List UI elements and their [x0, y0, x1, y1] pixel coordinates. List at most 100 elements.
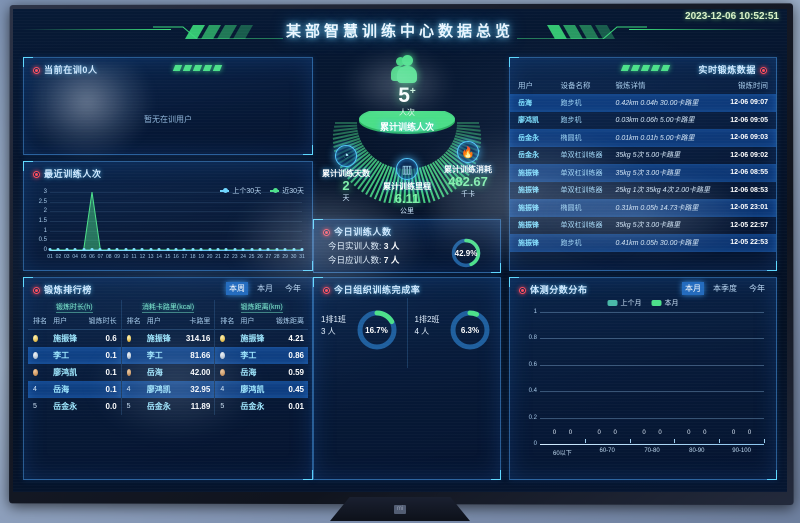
detail-cell: 0.42km 0.04h 30.00卡路里 — [615, 99, 699, 107]
medal-icon — [220, 352, 226, 359]
table-row[interactable]: 5 岳金永 0.01 — [215, 398, 308, 415]
user-cell: 岳海 — [518, 99, 532, 107]
column-header-user: 用户 — [518, 81, 533, 90]
ranking-tab-本周[interactable]: 本周 — [226, 282, 248, 295]
table-row[interactable]: 岳金永 椭圆机 0.01km 0.01h 5.00卡路里 12-06 09:03 — [510, 129, 776, 147]
medal-icon — [220, 335, 226, 342]
user-cell: 廖鸿凯 — [53, 368, 78, 377]
x-tick-marker — [65, 248, 69, 251]
stat-value: 482.67 — [448, 174, 488, 189]
y-tick-label: 1 — [43, 227, 47, 234]
y-tick-label: 2.5 — [38, 198, 47, 205]
medal-icon — [126, 352, 132, 359]
realtime-table-header: 用户 设备名称 锻炼详情 锻炼时间 — [510, 77, 776, 94]
score-tab-今年[interactable]: 今年 — [749, 284, 765, 293]
x-tick-label: 14 — [156, 254, 162, 260]
stat-label: 累计训练天数 — [322, 169, 370, 178]
table-row[interactable]: 施振锋 0.6 — [28, 330, 121, 347]
ranking-column-1: 消耗卡路里(kcal) 排名 用户 卡路里 施振锋 314.16 李工 81.66 岳海 42.0… — [120, 300, 215, 415]
rank-cell: 5 — [220, 403, 225, 410]
x-tick-marker — [224, 248, 228, 251]
status-dot-icon — [33, 287, 40, 294]
table-row[interactable]: 5 岳金永 11.89 — [122, 398, 215, 415]
value-cell: 42.00 — [190, 368, 211, 377]
detail-cell: 35kg 5次 5.00卡路里 — [615, 152, 681, 160]
rank-cell: 5 — [33, 403, 37, 410]
ranking-col-header: 锻炼时长 — [88, 318, 117, 325]
score-distribution-tabs: 本月 本季度 今年 — [682, 282, 768, 295]
table-row[interactable]: 廖鸿凯 跑步机 0.03km 0.06h 5.00卡路里 12-06 09:05 — [510, 112, 776, 130]
x-tick-label: 70-80 — [644, 448, 660, 454]
device-cell: 跑步机 — [560, 117, 582, 125]
table-row[interactable]: 岳海 跑步机 0.42km 0.04h 30.00卡路里 12-06 09:07 — [510, 94, 776, 112]
user-cell: 李工 — [240, 351, 257, 360]
table-row[interactable]: 4 廖鸿凯 0.45 — [215, 381, 309, 398]
x-tick-label: 03 — [64, 254, 70, 260]
table-row[interactable]: 4 岳海 0.1 — [28, 381, 121, 398]
table-row[interactable]: 廖鸿凯 0.1 — [28, 364, 121, 381]
score-tab-本季度[interactable]: 本季度 — [713, 284, 737, 293]
legend-item-last-month[interactable]: 上个月 — [607, 298, 642, 308]
gridline — [50, 201, 302, 203]
table-row[interactable]: 施振锋 单双杠训练器 35kg 5次 3.00卡路里 12-06 08:55 — [510, 164, 776, 182]
table-row[interactable]: 施振锋 4.21 — [215, 330, 308, 347]
table-row[interactable]: 李工 0.86 — [215, 347, 309, 364]
gridline — [540, 312, 764, 313]
score-tab-本月[interactable]: 本月 — [682, 282, 704, 295]
medal-icon — [33, 335, 38, 342]
ranking-tab-今年[interactable]: 今年 — [285, 284, 301, 293]
today-training-title: 今日训练人数 — [323, 225, 392, 238]
ranking-header-row: 排名 用户 锻炼距离 — [215, 313, 309, 330]
table-row[interactable]: 李工 81.66 — [121, 347, 215, 364]
x-tick-label: 17 — [181, 254, 188, 260]
table-row[interactable]: 岳海 42.00 — [122, 364, 215, 381]
table-row[interactable]: 施振锋 跑步机 0.41km 0.05h 30.00卡路里 12-05 22:5… — [510, 234, 776, 252]
x-tick-marker — [174, 248, 178, 251]
x-tick-label: 27 — [265, 254, 272, 260]
table-row[interactable]: 岳海 0.59 — [215, 364, 308, 381]
score-distribution-legend: 上个月 本月 — [607, 298, 679, 308]
table-row[interactable]: 5 岳金永 0.0 — [28, 398, 121, 415]
table-row[interactable]: 施振锋 单双杠训练器 35kg 5次 3.00卡路里 12-05 22:57 — [510, 217, 776, 235]
device-cell: 单双杠训练器 — [560, 187, 603, 195]
completion-group-label: 1排1班 3 人 — [321, 314, 346, 338]
ranking-tabs: 本周 本月 今年 — [226, 282, 304, 295]
legend-item-last30[interactable]: 上个30天 — [220, 186, 261, 196]
user-cell: 廖鸿凯 — [240, 385, 265, 394]
table-row[interactable]: 李工 0.1 — [28, 347, 121, 364]
table-row[interactable]: 施振锋 椭圆机 0.31km 0.05h 14.73卡路里 12-05 23:0… — [510, 199, 776, 217]
x-tick-marker — [90, 248, 94, 251]
stat-total-distance: ▥ 累计训练里程 6.11 公里 — [374, 158, 440, 216]
ranking-col-header: 锻炼距离 — [276, 318, 304, 325]
detail-cell: 25kg 1次 35kg 4次 2.00卡路里 — [615, 187, 711, 195]
completion-gauge: 6.3% — [449, 309, 491, 351]
user-cell: 岳金永 — [146, 402, 171, 411]
user-cell: 岳海 — [53, 385, 70, 394]
user-cell: 施振锋 — [518, 239, 539, 247]
completion-group-label: 1排2班 4 人 — [415, 314, 440, 338]
value-cell: 4.21 — [288, 334, 304, 343]
ranking-tab-本月[interactable]: 本月 — [257, 284, 273, 293]
x-tick-label: 80-90 — [689, 448, 705, 454]
today-training-gauge: 42.9% — [450, 237, 482, 269]
table-row[interactable]: 施振锋 314.16 — [122, 330, 215, 347]
x-tick-marker — [48, 248, 52, 251]
x-tick-marker — [764, 439, 765, 443]
value-cell: 0.59 — [288, 368, 304, 377]
gridline — [50, 211, 302, 213]
status-dot-icon — [519, 287, 526, 294]
table-row[interactable]: 岳金永 单双杠训练器 35kg 5次 5.00卡路里 12-06 09:02 — [510, 147, 776, 165]
device-cell: 跑步机 — [560, 239, 582, 247]
x-tick-label: 15 — [164, 254, 171, 260]
detail-cell: 35kg 5次 3.00卡路里 — [615, 222, 681, 230]
legend-item-recent30[interactable]: 近30天 — [270, 186, 304, 196]
time-cell: 12-06 09:05 — [730, 116, 768, 124]
table-row[interactable]: 4 廖鸿凯 32.95 — [121, 381, 215, 398]
table-row[interactable]: 施振锋 单双杠训练器 25kg 1次 35kg 4次 2.00卡路里 12-06… — [510, 182, 776, 200]
legend-item-this-month[interactable]: 本月 — [651, 298, 679, 308]
value-cell: 0.0 — [105, 402, 117, 411]
header-ornament-right — [517, 25, 647, 39]
decor-dashes — [172, 65, 223, 71]
people-icon — [390, 55, 420, 85]
rank-cell — [126, 351, 147, 360]
